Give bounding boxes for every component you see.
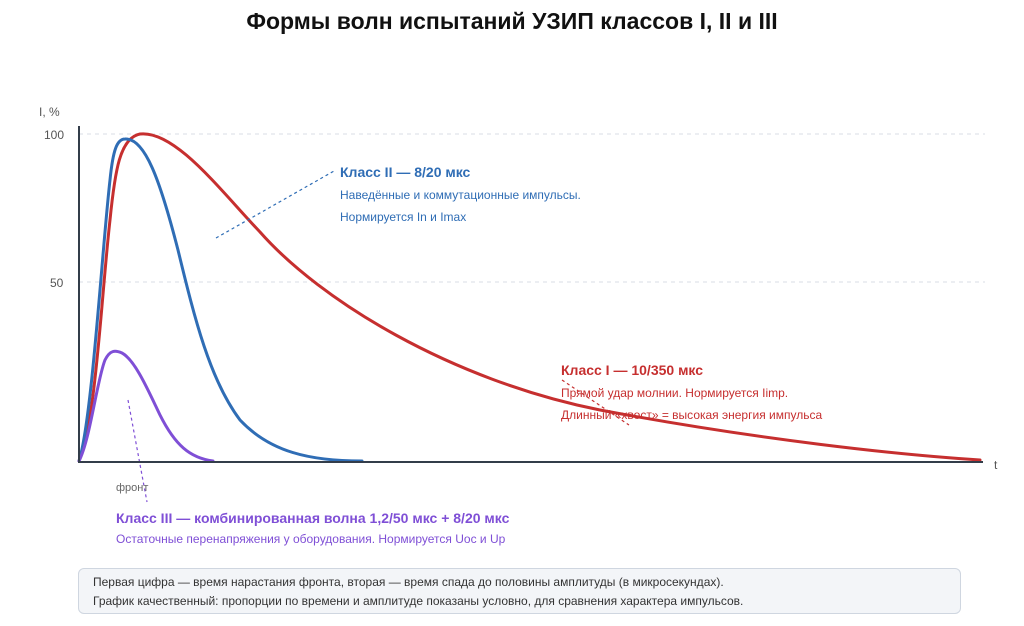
annotation-class-ii-line2: Нормируется In и Imax — [340, 210, 467, 224]
leader-line-class-i — [561, 379, 630, 426]
annotation-class-i: Класс I — 10/350 мкс Прямой удар молнии.… — [561, 362, 822, 422]
x-axis-label: t — [994, 458, 998, 472]
annotation-class-iii-line1: Остаточные перенапряжения у оборудования… — [116, 532, 506, 546]
footnote-line2: График качественный: пропорции по времен… — [93, 594, 744, 608]
annotation-class-i-line2: Длинный «хвост» = высокая энергия импуль… — [561, 408, 823, 422]
y-tick-100: 100 — [44, 128, 64, 142]
leader-line-class-iii — [127, 399, 148, 503]
annotation-class-ii: Класс II — 8/20 мкс Наведённые и коммута… — [340, 164, 581, 224]
front-label: фронт — [116, 482, 149, 494]
curve-class-iii — [77, 349, 215, 463]
leader-line-class-ii — [215, 170, 335, 239]
footnote-line1: Первая цифра — время нарастания фронта, … — [93, 575, 724, 589]
annotation-class-iii: Класс III — комбинированная волна 1,2/50… — [116, 510, 509, 546]
annotation-class-ii-line1: Наведённые и коммутационные импульсы. — [340, 188, 581, 202]
annotation-class-iii-heading: Класс III — комбинированная волна 1,2/50… — [116, 510, 510, 526]
page-title: Формы волн испытаний УЗИП классов I, II … — [246, 8, 778, 34]
y-axis-label: I, % — [39, 105, 60, 119]
annotation-class-i-heading: Класс I — 10/350 мкс — [561, 362, 704, 378]
footnote-box: Первая цифра — время нарастания фронта, … — [78, 568, 961, 614]
curve-class-i — [77, 132, 982, 463]
curve-class-ii — [77, 137, 364, 463]
annotation-class-ii-heading: Класс II — 8/20 мкс — [340, 164, 471, 180]
annotation-class-i-line1: Прямой удар молнии. Нормируется Iimp. — [561, 386, 789, 400]
y-tick-50: 50 — [50, 276, 64, 290]
